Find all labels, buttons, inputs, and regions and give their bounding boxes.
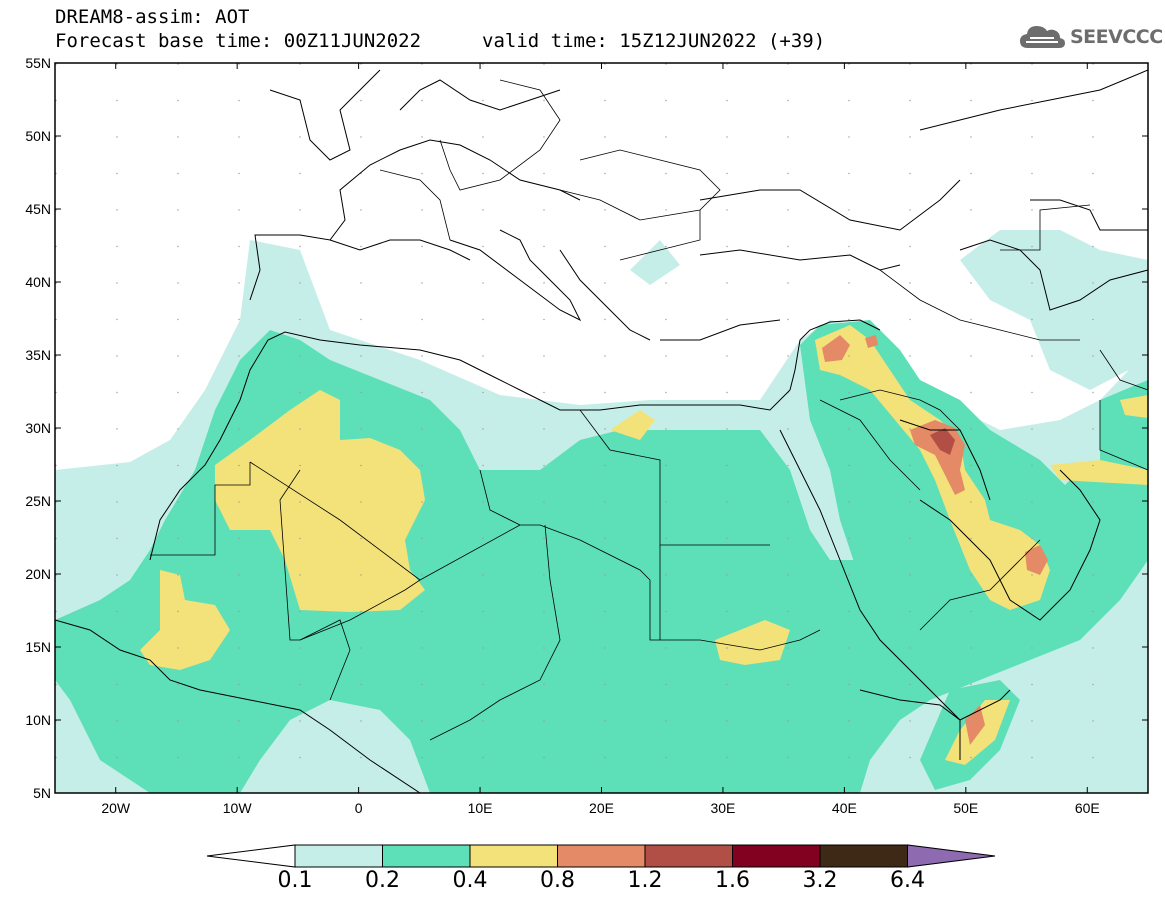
colorbar-swatch	[819, 844, 908, 868]
colorbar-swatch	[382, 844, 471, 868]
lon-label: 40E	[832, 800, 857, 816]
lat-label: 15N	[25, 639, 51, 655]
lon-label: 20W	[101, 800, 131, 816]
graticule	[55, 63, 1148, 793]
colorbar-swatch	[294, 844, 383, 868]
colorbar-under-triangle	[206, 844, 296, 868]
lat-label: 5N	[33, 785, 51, 801]
colorbar	[206, 844, 996, 868]
lon-label: 10W	[223, 800, 253, 816]
logo-text: SEEVCCC	[1070, 26, 1163, 48]
colorbar-label: 0.8	[540, 868, 575, 893]
lon-label: 10E	[468, 800, 493, 816]
colorbar-label: 0.1	[277, 868, 313, 893]
colorbar-swatch	[644, 844, 733, 868]
lon-label: 20E	[589, 800, 614, 816]
colorbar-label: 3.2	[802, 868, 838, 893]
colorbar-label: 0.4	[452, 868, 488, 893]
lon-label: 0	[355, 800, 363, 816]
coastlines	[55, 69, 1148, 793]
cloud-icon	[1020, 26, 1065, 48]
borders	[150, 79, 1148, 741]
seevccc-logo: SEEVCCC	[1018, 22, 1163, 52]
colorbar-swatch	[557, 844, 646, 868]
valid-time: valid time: 15Z12JUN2022 (+39)	[482, 30, 826, 52]
colorbar-over-triangle	[907, 844, 996, 868]
lon-label: 30E	[710, 800, 735, 816]
colorbar-label: 1.6	[715, 868, 750, 893]
map-title: DREAM8-assim: AOT	[55, 6, 250, 28]
lat-label: 45N	[25, 201, 51, 217]
longitude-ticks: 20W 10W 0 10E 20E 30E 40E 50E 60E	[101, 63, 1100, 816]
colorbar-label: 0.2	[365, 868, 400, 893]
lat-label: 55N	[25, 55, 51, 71]
lat-label: 20N	[25, 566, 51, 582]
plot-area	[55, 63, 1148, 793]
lat-label: 10N	[25, 712, 51, 728]
colorbar-label: 1.2	[627, 868, 663, 893]
lat-label: 40N	[25, 274, 51, 290]
lon-label: 60E	[1075, 800, 1100, 816]
lat-label: 50N	[25, 128, 51, 144]
colorbar-swatch	[732, 844, 821, 868]
latitude-ticks: 55N 50N 45N 40N 35N 30N 25N 20N 15N 10N 5N	[25, 55, 1148, 801]
lat-label: 25N	[25, 493, 51, 509]
lon-label: 50E	[953, 800, 978, 816]
forecast-base-time: Forecast base time: 00Z11JUN2022	[55, 30, 422, 52]
lat-label: 30N	[25, 420, 51, 436]
colorbar-swatch	[469, 844, 558, 868]
colorbar-label: 6.4	[890, 868, 925, 893]
lat-label: 35N	[25, 347, 51, 363]
